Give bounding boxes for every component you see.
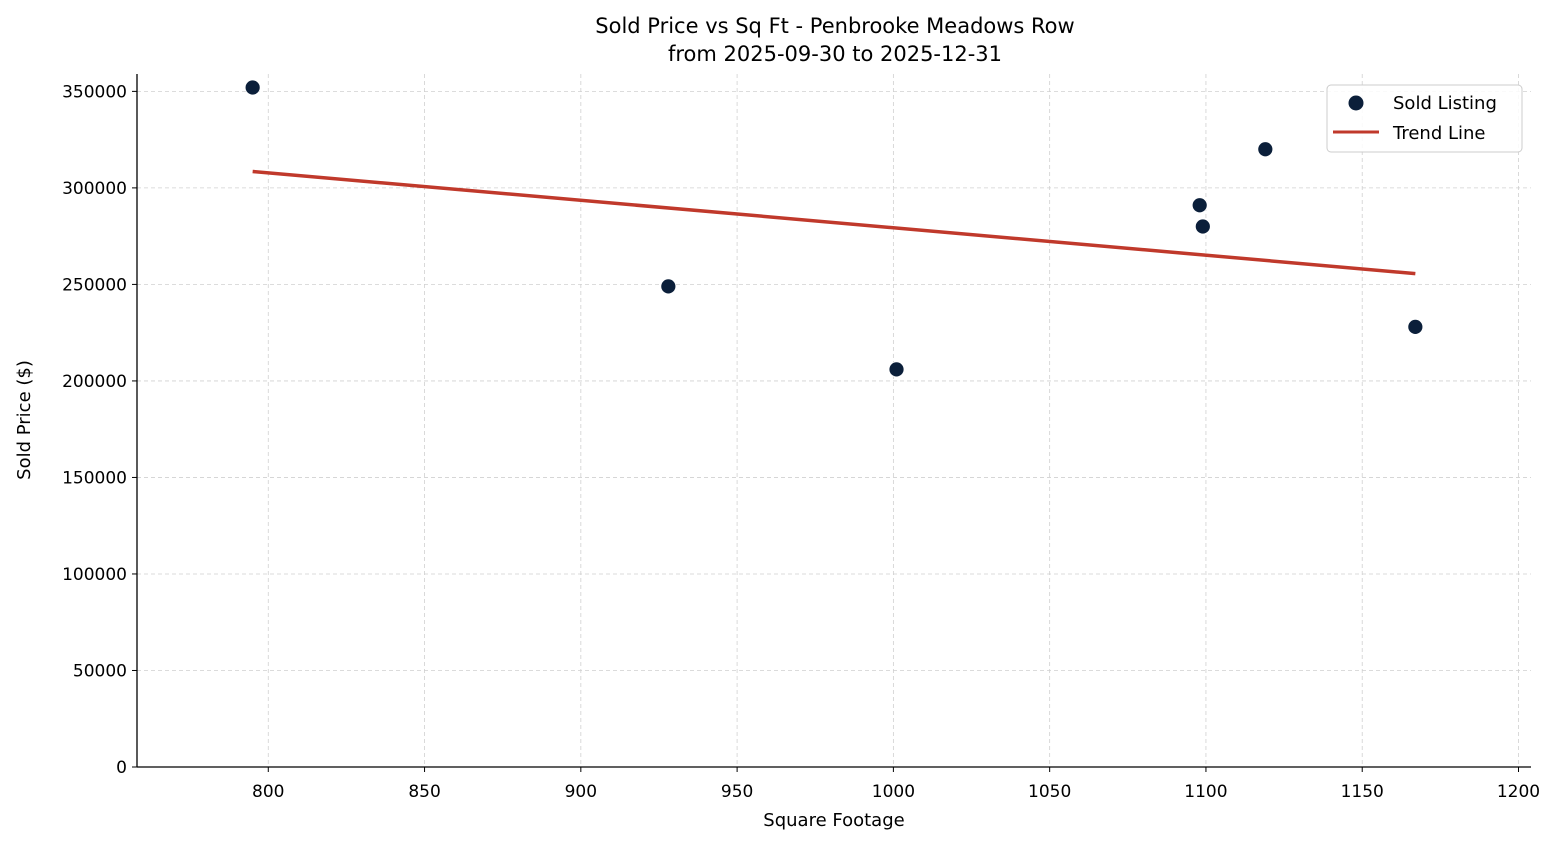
x-axis-label: Square Footage	[763, 810, 904, 831]
x-tick-label: 1050	[1028, 782, 1071, 802]
data-point-sold-listing	[244, 79, 261, 96]
x-tick-label: 1200	[1497, 782, 1540, 802]
legend-label-trend-line: Trend Line	[1392, 123, 1486, 144]
x-tick-label: 1150	[1341, 782, 1384, 802]
y-tick-label: 300000	[62, 179, 127, 199]
x-tick-label: 1000	[872, 782, 915, 802]
y-tick-label: 350000	[62, 82, 127, 102]
chart-subtitle: from 2025-09-30 to 2025-12-31	[668, 42, 1002, 66]
x-tick-label: 950	[721, 782, 753, 802]
legend: Sold Listing Trend Line	[1326, 84, 1523, 153]
y-tick-label: 200000	[62, 372, 127, 392]
y-tick-label: 100000	[62, 565, 127, 585]
x-tick-label: 1100	[1184, 782, 1227, 802]
data-point-sold-listing	[1257, 141, 1274, 158]
y-tick-label: 0	[116, 758, 127, 778]
x-tick-label: 800	[252, 782, 284, 802]
data-point-sold-listing	[1407, 318, 1424, 335]
y-tick-label: 150000	[62, 468, 127, 488]
y-tick-label: 50000	[73, 661, 127, 681]
data-point-sold-listing	[1194, 218, 1211, 235]
x-tick-label: 850	[408, 782, 440, 802]
x-tick-label: 900	[565, 782, 597, 802]
trend-line	[252, 169, 1416, 276]
legend-label-sold-listing: Sold Listing	[1393, 93, 1497, 114]
data-point-sold-listing	[1191, 197, 1208, 214]
y-axis-label: Sold Price ($)	[14, 360, 35, 480]
y-tick-label: 250000	[62, 275, 127, 295]
chart-title: Sold Price vs Sq Ft - Penbrooke Meadows …	[595, 14, 1074, 38]
data-point-sold-listing	[660, 278, 677, 295]
legend-marker-sold-listing	[1348, 95, 1364, 111]
data-point-sold-listing	[888, 361, 905, 378]
